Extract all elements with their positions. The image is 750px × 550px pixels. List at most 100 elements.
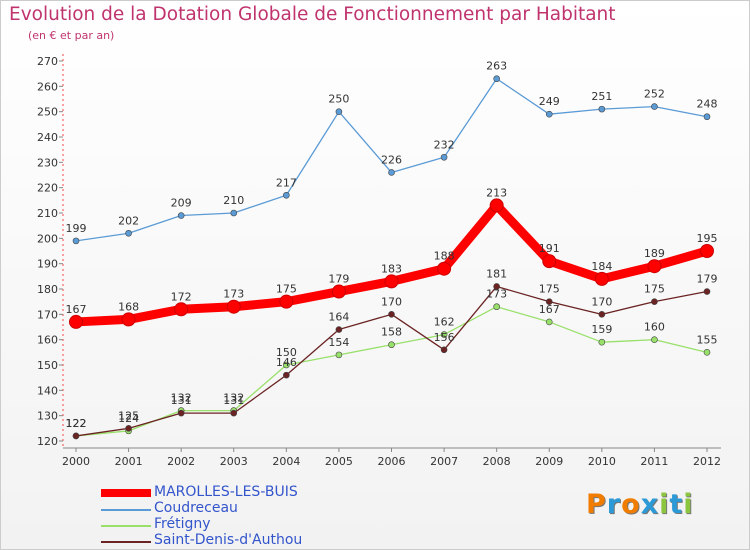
data-label: 183 [381, 262, 402, 275]
x-tick-label: 2004 [272, 455, 300, 468]
x-tick-label: 2010 [588, 455, 616, 468]
data-point [283, 361, 290, 369]
x-tick-label: 2006 [378, 455, 406, 468]
data-point [388, 341, 395, 349]
data-label: 213 [486, 186, 507, 199]
y-tick-label: 210 [37, 207, 58, 220]
data-label: 179 [328, 273, 349, 286]
data-label: 191 [539, 242, 560, 255]
data-point [598, 338, 606, 346]
data-label: 210 [223, 194, 244, 207]
y-tick-label: 120 [37, 435, 58, 448]
data-label: 170 [591, 295, 612, 308]
y-tick-label: 270 [37, 55, 58, 68]
data-point [703, 288, 711, 295]
data-point [440, 331, 448, 338]
data-point [647, 259, 662, 274]
logo-letter: t [669, 489, 684, 520]
data-point [651, 336, 658, 343]
logo-letter: o [621, 489, 641, 520]
y-tick-label: 160 [37, 334, 58, 347]
x-tick-label: 2005 [325, 455, 353, 468]
legend-swatch [101, 541, 151, 543]
proxiti-logo: Proxiti [586, 489, 694, 520]
y-tick-label: 220 [37, 182, 58, 195]
x-tick-label: 2009 [535, 455, 563, 468]
data-label: 175 [539, 283, 560, 296]
data-label: 167 [66, 303, 87, 316]
data-point [335, 108, 343, 115]
data-label: 226 [381, 153, 402, 166]
data-label: 168 [118, 300, 139, 313]
data-label: 175 [276, 283, 297, 296]
data-point [283, 191, 290, 199]
data-point [493, 283, 500, 290]
y-tick-label: 260 [37, 80, 58, 93]
legend-label: MAROLLES-LES-BUIS [154, 484, 298, 500]
legend-swatch [101, 509, 151, 511]
data-label: 132 [171, 392, 192, 405]
data-point [437, 261, 452, 276]
data-point [440, 153, 448, 161]
data-label: 146 [276, 356, 297, 369]
chart-title: Evolution de la Dotation Globale de Fonc… [9, 4, 616, 25]
data-point [279, 294, 294, 309]
data-label: 175 [644, 283, 665, 296]
data-label: 252 [644, 88, 665, 101]
data-point [335, 351, 343, 359]
data-point [545, 318, 553, 326]
data-label: 263 [486, 60, 507, 73]
data-label: 167 [539, 303, 560, 316]
x-tick-label: 2007 [430, 455, 458, 468]
data-point [545, 298, 553, 305]
y-tick-label: 240 [37, 131, 58, 144]
y-tick-label: 200 [37, 232, 58, 245]
data-label: 162 [434, 316, 455, 329]
legend-label: Frétigny [154, 516, 211, 532]
y-tick-label: 130 [37, 410, 58, 423]
y-tick-label: 250 [37, 106, 58, 119]
data-point [700, 244, 714, 258]
data-point [72, 432, 80, 440]
data-label: 250 [328, 93, 349, 106]
data-label: 155 [697, 333, 718, 346]
legend-label: Coudreceau [154, 500, 238, 516]
data-label: 202 [118, 214, 139, 227]
data-point [384, 274, 399, 289]
data-point [121, 312, 136, 327]
data-label: 199 [66, 222, 87, 235]
data-label: 158 [381, 326, 402, 339]
data-label: 132 [223, 392, 244, 405]
data-point [489, 198, 504, 213]
data-label: 217 [276, 176, 297, 189]
y-tick-label: 140 [37, 384, 58, 397]
data-label: 209 [171, 197, 192, 210]
data-point [703, 113, 711, 121]
data-label: 170 [381, 295, 402, 308]
data-point [177, 409, 185, 417]
chart-subtitle: (en € et par an) [28, 29, 115, 42]
y-tick-label: 230 [37, 156, 58, 169]
data-point [651, 103, 658, 110]
data-label: 181 [486, 267, 507, 280]
legend-swatch [101, 525, 151, 527]
data-label: 195 [697, 232, 718, 245]
data-point [177, 212, 185, 219]
data-label: 160 [644, 321, 665, 334]
data-label: 122 [66, 417, 87, 430]
data-point [230, 209, 238, 217]
logo-letter: i [659, 489, 670, 520]
data-label: 173 [486, 288, 507, 301]
data-label: 184 [591, 260, 612, 273]
y-tick-label: 190 [37, 258, 58, 271]
logo-letter: i [683, 489, 694, 520]
data-point [335, 326, 343, 333]
x-tick-label: 2002 [167, 455, 195, 468]
data-point [174, 302, 189, 317]
data-point [545, 110, 553, 118]
data-point [493, 75, 500, 83]
data-label: 122 [66, 417, 87, 430]
data-point [331, 284, 346, 299]
data-point [598, 105, 606, 113]
